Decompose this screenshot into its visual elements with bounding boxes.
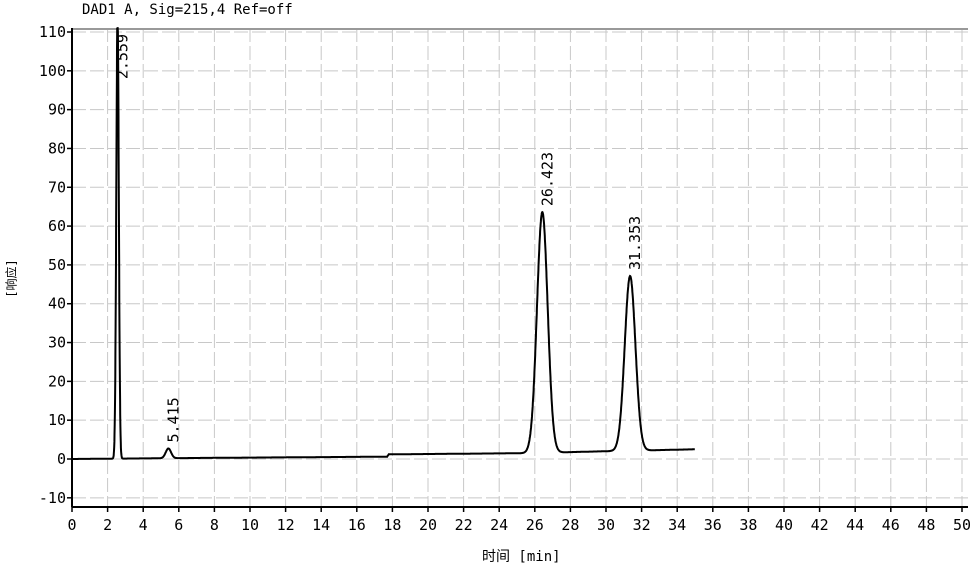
y-tick-label: 40 [48, 295, 66, 313]
chromatogram-trace [72, 27, 695, 460]
peak-label: 26.423 [538, 152, 556, 206]
y-tick-label: 90 [48, 101, 66, 119]
peak-label: 31.353 [626, 216, 644, 270]
x-tick-label: 46 [882, 516, 900, 534]
x-tick-label: 32 [633, 516, 651, 534]
x-tick-label: 6 [174, 516, 183, 534]
x-tick-label: 30 [597, 516, 615, 534]
x-tick-label: 18 [383, 516, 401, 534]
x-tick-label: 26 [526, 516, 544, 534]
x-tick-label: 24 [490, 516, 508, 534]
y-tick-label: 100 [39, 62, 66, 80]
y-tick-label: 10 [48, 411, 66, 429]
x-tick-label: 40 [775, 516, 793, 534]
x-tick-label: 0 [67, 516, 76, 534]
y-tick-label: -10 [39, 489, 66, 507]
y-tick-label: 0 [57, 450, 66, 468]
y-tick-label: 80 [48, 139, 66, 157]
x-tick-label: 48 [917, 516, 935, 534]
peak-label: 5.415 [164, 397, 182, 442]
x-tick-label: 22 [455, 516, 473, 534]
y-tick-label: 50 [48, 256, 66, 274]
y-tick-label: 110 [39, 23, 66, 41]
x-tick-label: 12 [277, 516, 295, 534]
x-tick-label: 36 [704, 516, 722, 534]
x-tick-label: 20 [419, 516, 437, 534]
x-tick-label: 16 [348, 516, 366, 534]
x-tick-label: 10 [241, 516, 259, 534]
y-tick-label: 30 [48, 334, 66, 352]
x-tick-label: 28 [561, 516, 579, 534]
x-tick-label: 8 [210, 516, 219, 534]
y-tick-label: 60 [48, 217, 66, 235]
chart-title: DAD1 A, Sig=215,4 Ref=off [82, 2, 293, 18]
x-tick-label: 42 [811, 516, 829, 534]
x-tick-label: 34 [668, 516, 686, 534]
x-tick-label: 14 [312, 516, 330, 534]
x-axis-label: 时间 [min] [482, 549, 561, 565]
y-axis-label: [响应] [4, 259, 19, 298]
y-tick-label: 20 [48, 372, 66, 390]
x-tick-label: 2 [103, 516, 112, 534]
x-tick-label: 38 [739, 516, 757, 534]
y-tick-label: 70 [48, 178, 66, 196]
x-tick-label: 4 [139, 516, 148, 534]
peak-label: 2.559 [114, 34, 132, 79]
x-tick-label: 50 [953, 516, 970, 534]
x-tick-label: 44 [846, 516, 864, 534]
